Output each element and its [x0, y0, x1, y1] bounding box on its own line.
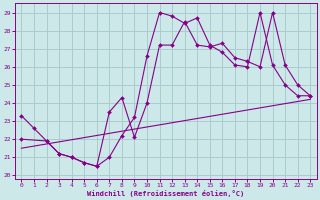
X-axis label: Windchill (Refroidissement éolien,°C): Windchill (Refroidissement éolien,°C) — [87, 190, 244, 197]
